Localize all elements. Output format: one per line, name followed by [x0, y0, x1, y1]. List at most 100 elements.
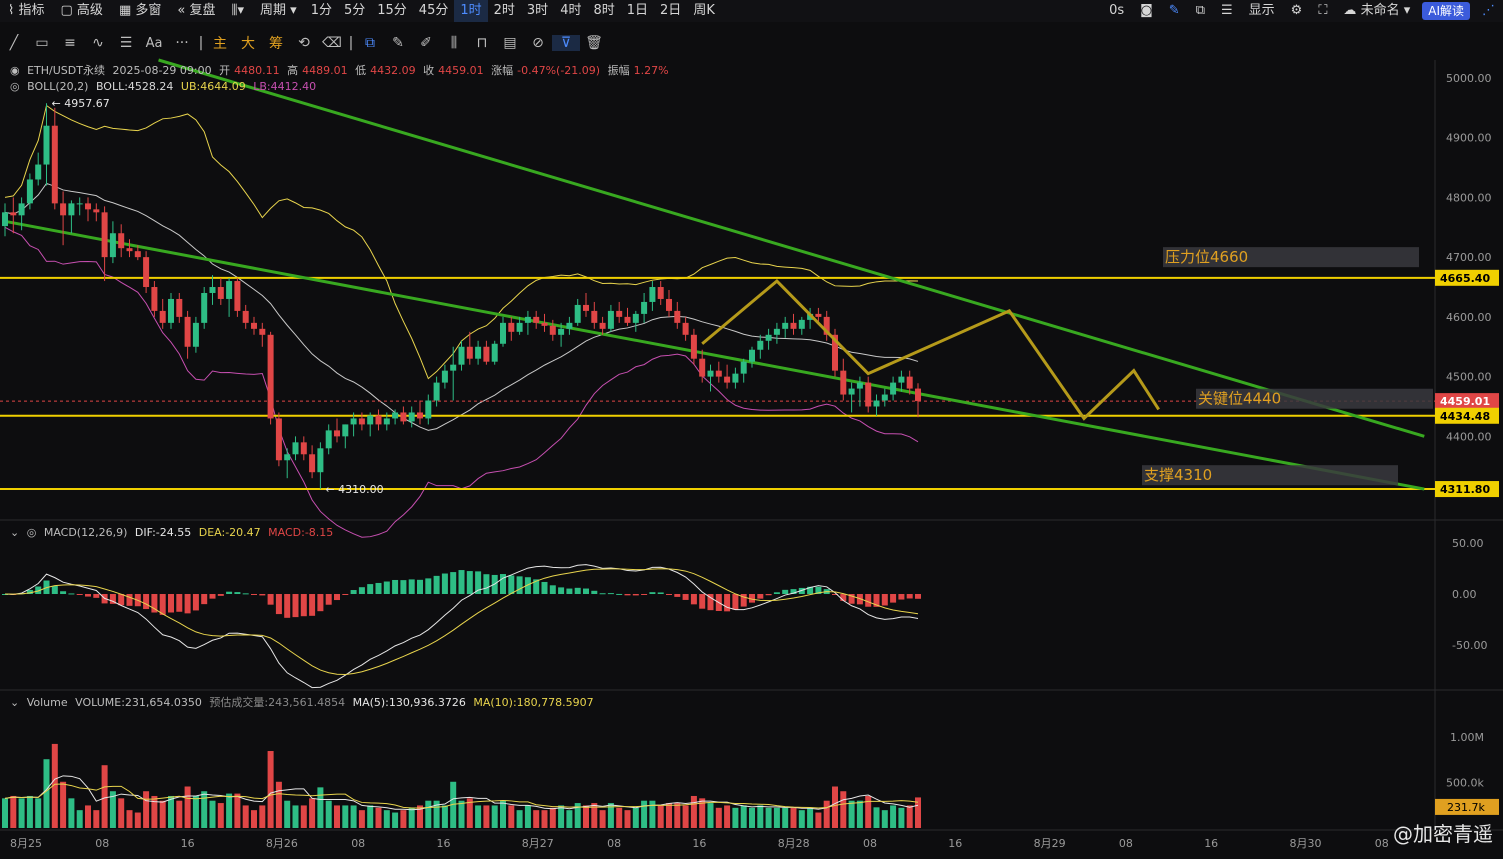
volume-bar — [782, 807, 789, 828]
indicator-button[interactable]: ⌇ 指标 — [8, 3, 45, 18]
chip-toggle[interactable]: 筹 — [269, 36, 283, 52]
interval-tab[interactable]: 8时 — [593, 3, 615, 18]
interval-tab[interactable]: 1日 — [626, 3, 649, 18]
macd-bar — [641, 594, 648, 595]
interval-tab[interactable]: 2日 — [660, 3, 682, 18]
bars-icon[interactable]: ⫼ — [450, 35, 458, 51]
volume-bar — [699, 798, 706, 828]
eraser-icon[interactable]: ⌫ — [322, 35, 342, 51]
candle-body — [118, 233, 125, 249]
period-dropdown[interactable]: 周期 ▾ — [260, 3, 297, 18]
interval-tab[interactable]: 15分 — [377, 3, 407, 18]
link-icon[interactable]: ⊘ — [532, 35, 544, 51]
text-icon[interactable]: Aa — [145, 35, 163, 51]
cloud-icon: ☁ — [1343, 3, 1361, 18]
macd-bar — [616, 593, 623, 595]
macd-bar — [267, 594, 274, 605]
macd-bar — [325, 594, 332, 605]
macd-bar — [251, 594, 257, 595]
camera-icon[interactable]: ◙ — [1140, 3, 1153, 18]
interval-tab[interactable]: 1时 — [454, 0, 488, 22]
pen-icon[interactable]: ✎ — [1168, 3, 1180, 18]
interval-tab[interactable]: 1分 — [310, 3, 332, 18]
chevron-icon[interactable]: ⌄ — [10, 696, 20, 709]
macd-bar — [51, 586, 58, 594]
bell-icon[interactable]: ◎ — [10, 80, 20, 93]
bell-icon[interactable]: ◎ — [26, 526, 37, 539]
multi-window-button[interactable]: ▦ 多窗 — [118, 3, 162, 18]
main-toggle[interactable]: 主 — [213, 36, 227, 52]
volume-bar — [176, 800, 183, 828]
interval-tab[interactable]: 周K — [693, 3, 715, 18]
volume-bar — [450, 781, 457, 828]
candle-body — [890, 382, 897, 395]
chevron-icon[interactable]: ⌄ — [10, 526, 20, 539]
lock-icon[interactable]: ⊓ — [476, 35, 488, 51]
settings-icon[interactable]: ⚙ — [1290, 3, 1303, 18]
time-axis-label: 16 — [181, 837, 195, 850]
interval-tab[interactable]: 3时 — [526, 3, 549, 18]
volume-bar — [724, 805, 731, 828]
share-icon[interactable]: ⋰ — [1482, 3, 1495, 18]
interval-tab[interactable]: 2时 — [493, 3, 515, 18]
chart-type-button[interactable]: ⫼▾ — [223, 0, 252, 22]
macd-bar — [890, 594, 897, 603]
price-tag-label: 4311.80 — [1440, 483, 1490, 496]
interval-tab[interactable]: 45分 — [418, 3, 449, 18]
fullscreen-icon[interactable]: ⛶ — [1318, 3, 1328, 18]
macd-bar — [475, 571, 482, 594]
fib-icon[interactable]: ☰ — [119, 35, 133, 51]
candle-body — [549, 325, 556, 335]
line-icon[interactable]: ╱ — [9, 35, 19, 51]
macd-bar — [566, 588, 573, 594]
magnet-icon[interactable]: ⟲ — [298, 35, 310, 51]
note-icon[interactable]: ▤ — [503, 35, 517, 51]
trash-icon[interactable]: 🗑 — [585, 35, 603, 51]
more-icon[interactable]: ··· — [175, 35, 189, 51]
brush-icon[interactable]: ✐ — [420, 35, 432, 51]
price-tag-label: 4665.40 — [1440, 272, 1490, 285]
macd-bar — [732, 594, 739, 610]
ai-analysis-button[interactable]: AI解读 — [1422, 2, 1470, 20]
advanced-button[interactable]: ▢ 高级 — [60, 3, 103, 18]
volume-bar — [267, 751, 274, 828]
macd-bar — [798, 587, 805, 594]
candle-body — [823, 316, 830, 335]
volume-bar — [192, 795, 199, 828]
candle-body — [815, 313, 822, 317]
candle-body — [840, 370, 847, 395]
filter-icon[interactable]: ⊽ — [552, 35, 580, 51]
replay-button[interactable]: « 复盘 — [177, 3, 216, 18]
candle-body — [375, 415, 382, 425]
volume-bar — [607, 803, 614, 828]
macd-bar — [500, 574, 506, 594]
hlines-icon[interactable]: ≡ — [64, 35, 76, 51]
wave-icon[interactable]: ∿ — [92, 35, 104, 51]
macd-bar — [840, 594, 847, 601]
layout-name-dropdown[interactable]: ☁ 未命名 ▾ — [1343, 3, 1411, 18]
macd-bar — [143, 594, 150, 610]
macd-bar — [350, 590, 357, 594]
display-button[interactable]: 显示 — [1248, 3, 1275, 18]
popout-icon[interactable]: ⧉ — [1195, 3, 1205, 18]
macd-bar — [201, 594, 208, 605]
macd-bar — [807, 586, 814, 594]
eye-icon[interactable]: ◉ — [10, 64, 20, 77]
rect-icon[interactable]: ▭ — [35, 35, 49, 51]
volume-bar — [815, 812, 822, 828]
copy-icon[interactable]: ⧉ — [365, 35, 375, 51]
list-icon[interactable]: ☰ — [1220, 3, 1233, 18]
macd-bar — [242, 593, 249, 595]
candle-body — [43, 125, 50, 165]
volume-bar — [491, 805, 498, 828]
interval-tab[interactable]: 4时 — [560, 3, 582, 18]
volume-bar — [666, 803, 672, 828]
time-axis-label: 16 — [948, 837, 962, 850]
candle-body — [558, 328, 565, 335]
big-toggle[interactable]: 大 — [241, 36, 255, 52]
interval-tab[interactable]: 5分 — [343, 3, 366, 18]
chevron-down-icon: ▾ — [286, 3, 297, 18]
volume-bar — [765, 807, 772, 828]
pencil-icon[interactable]: ✎ — [392, 35, 404, 51]
